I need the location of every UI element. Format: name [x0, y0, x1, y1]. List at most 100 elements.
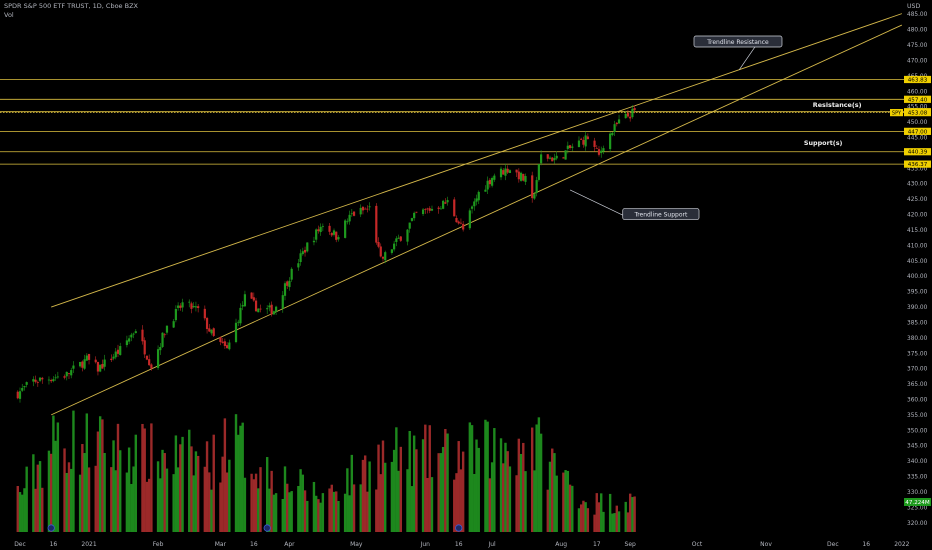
annotations[interactable]: Trendline Resistance Resistance(s) Support…	[569, 35, 862, 220]
candle-body	[34, 379, 37, 382]
volume-bar	[515, 475, 518, 532]
volume-bar	[319, 502, 322, 532]
volume-bar	[41, 487, 44, 532]
volume-bar	[145, 481, 149, 532]
candle-body	[52, 379, 55, 382]
volume-bar	[461, 451, 465, 532]
candle-body	[270, 304, 273, 315]
candle-body	[38, 377, 42, 381]
volume-bar	[530, 427, 534, 532]
x-tick-label: 16	[250, 541, 258, 548]
volume-bar	[381, 440, 385, 532]
volume-bar	[174, 435, 178, 532]
volume-bar	[490, 462, 494, 532]
volume-bar	[87, 467, 91, 532]
y-tick-label: 330.00	[907, 490, 928, 496]
volume-tag	[904, 498, 931, 506]
volume-bar	[270, 470, 273, 532]
candle-body	[165, 325, 169, 333]
horizontal-levels[interactable]	[0, 79, 905, 165]
volume-bar	[219, 482, 222, 532]
volume-bar	[566, 470, 570, 532]
volume-bar	[597, 502, 601, 532]
volume-bar	[506, 451, 509, 532]
candle-body	[330, 232, 333, 236]
volume-bar	[257, 488, 260, 532]
volume-bar	[508, 466, 512, 532]
volume-bar	[595, 493, 598, 532]
candle-body	[455, 217, 458, 223]
candle-body	[21, 387, 24, 391]
volume-bar	[306, 500, 309, 532]
annotation-arrow	[739, 43, 758, 70]
volume-bar	[21, 494, 24, 532]
volume-bar	[502, 463, 505, 532]
y-tick-label: 350.00	[907, 428, 928, 434]
y-tick-label: 370.00	[907, 367, 928, 373]
volume-bar	[228, 459, 231, 532]
candle-body	[488, 179, 491, 185]
candle-body	[190, 303, 193, 309]
candle-body	[548, 157, 552, 159]
volume-bar	[328, 488, 331, 532]
candle-body	[408, 222, 411, 229]
volume-bar	[555, 475, 558, 532]
candle-body	[381, 256, 385, 259]
y-tick-label: 385.00	[907, 320, 928, 326]
volume-bar	[223, 418, 227, 532]
volume-bar	[190, 446, 193, 532]
volume-bar	[163, 453, 166, 532]
annotation-arrow	[569, 189, 626, 217]
candle-body	[602, 148, 605, 152]
y-tick-label: 410.00	[907, 243, 928, 249]
volume-bar	[23, 488, 26, 532]
candle-body	[473, 201, 476, 207]
volume-bar	[114, 470, 117, 532]
volume-bar	[18, 492, 22, 532]
x-tick-label: 16	[50, 541, 58, 548]
candle-body	[390, 249, 393, 253]
volume-bar	[343, 493, 347, 532]
candle-body	[221, 341, 224, 343]
time-axis[interactable]: Dec 16 2021 Feb Mar 16 Apr May Jun 16 Jul Aug 17 Sep O…	[14, 541, 909, 548]
volume-bar	[330, 484, 333, 532]
candle-body	[533, 194, 536, 199]
x-tick-label: 2021	[81, 541, 96, 548]
volume-bar	[85, 413, 89, 532]
candle-body	[493, 175, 496, 180]
volume-bar	[147, 478, 151, 532]
candle-body	[194, 306, 198, 308]
candle-body	[368, 206, 371, 208]
candle-body	[223, 341, 226, 346]
volume-bar	[159, 478, 162, 532]
y-tick-label: 395.00	[907, 290, 928, 296]
candle-body	[128, 338, 131, 342]
volume-bar	[176, 467, 180, 532]
candle-body	[332, 230, 336, 235]
x-tick-label: Jun	[420, 541, 431, 548]
x-tick-label: Jul	[487, 541, 496, 548]
candle-body	[459, 222, 463, 224]
y-tick-label: 470.00	[907, 58, 928, 64]
volume-bar	[437, 453, 440, 532]
y-tick-label: 345.00	[907, 444, 928, 450]
volume-bar	[141, 423, 144, 532]
volume-bar	[283, 466, 287, 532]
y-tick-label: 340.00	[907, 459, 928, 465]
volume-bar	[499, 438, 503, 532]
volume-bar	[286, 483, 289, 532]
volume-bar	[112, 440, 115, 532]
trendlines[interactable]	[50, 13, 903, 416]
volume-bar	[150, 423, 153, 532]
volume-bar	[366, 491, 369, 532]
candle-body	[145, 355, 149, 360]
volume-bar	[303, 490, 307, 532]
volume-bar	[410, 486, 414, 532]
volume-bar	[125, 472, 129, 532]
candle-body	[442, 200, 445, 209]
price-axis[interactable]: USD485.00480.00475.00470.00465.00460.004…	[907, 3, 928, 527]
volume-bar	[582, 500, 585, 532]
y-tick-label: 415.00	[907, 228, 928, 234]
candle-body	[241, 305, 244, 307]
